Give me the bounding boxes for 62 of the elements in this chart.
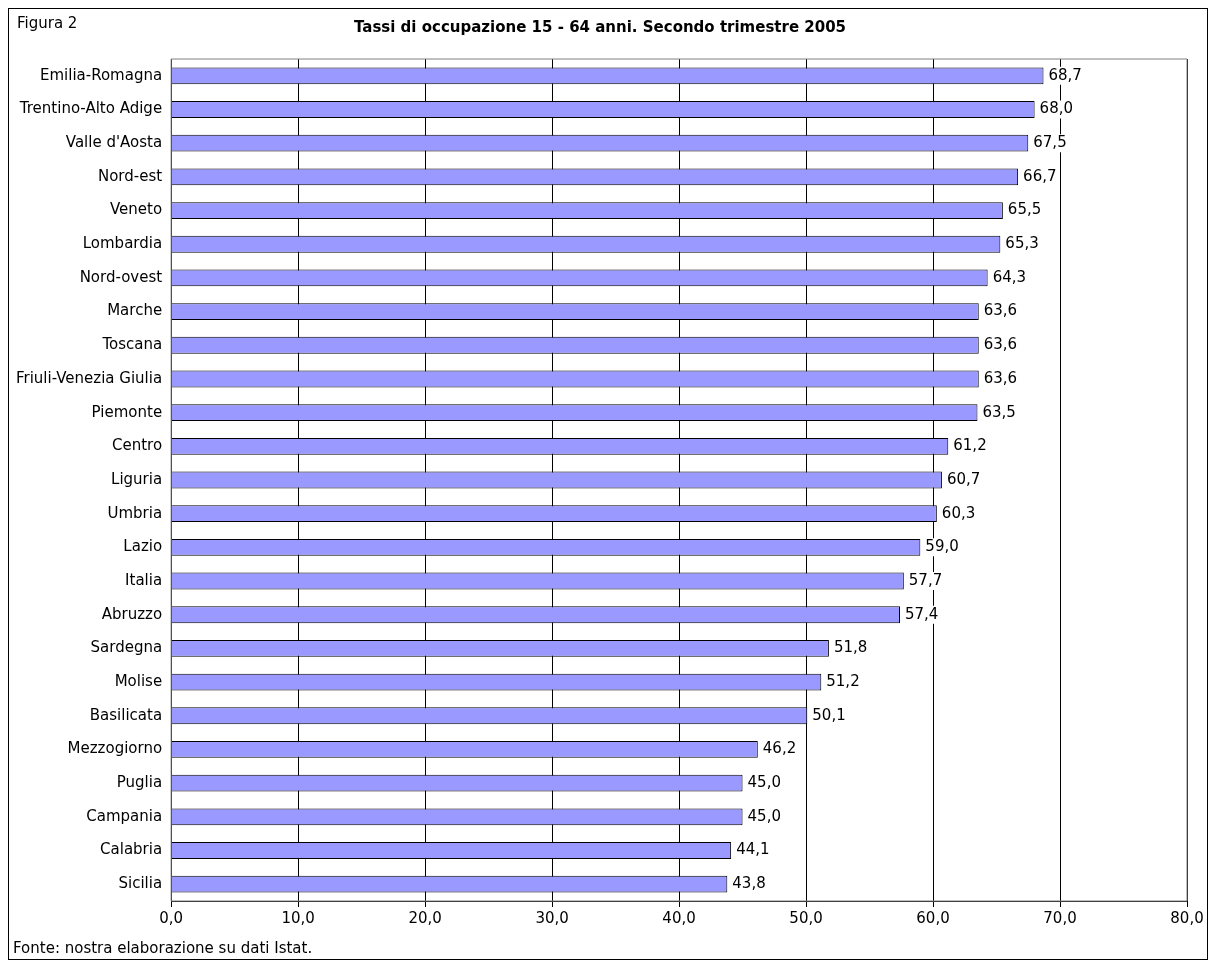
y-tick-label: Umbria (107, 503, 163, 522)
data-label: 50,1 (812, 705, 846, 724)
y-tick-label: Liguria (111, 469, 163, 488)
data-label: 45,0 (747, 773, 781, 792)
data-label: 63,6 (983, 301, 1018, 320)
y-tick-label: Veneto (110, 200, 163, 219)
data-label: 61,2 (953, 436, 987, 455)
y-tick-label: Campania (86, 806, 163, 825)
data-label: 68,7 (1048, 65, 1082, 84)
data-label: 44,1 (736, 840, 770, 859)
data-label: 45,0 (747, 806, 781, 825)
y-tick-label: Puglia (116, 773, 163, 792)
data-label: 63,5 (982, 402, 1016, 421)
data-label: 43,8 (732, 874, 766, 893)
y-tick-label: Sicilia (118, 874, 163, 893)
data-label: 66,7 (1023, 166, 1057, 185)
data-label: 67,5 (1033, 133, 1067, 152)
data-label: 59,0 (925, 537, 959, 556)
y-tick-label: Centro (112, 436, 163, 455)
data-label: 63,6 (983, 335, 1018, 354)
y-tick-label: Nord-est (97, 166, 163, 185)
y-tick-label: Nord-ovest (79, 267, 163, 286)
y-tick-label: Emilia-Romagna (39, 65, 163, 84)
data-label: 64,3 (992, 267, 1027, 286)
x-tick-label: 70,0 (1043, 908, 1077, 927)
text: Figura 2 (17, 14, 78, 33)
y-tick-label: Sardegna (90, 638, 163, 657)
data-label: 68,0 (1039, 99, 1074, 118)
data-label: 65,5 (1007, 200, 1042, 219)
y-tick-label: Basilicata (89, 705, 163, 724)
chart-title: Tassi di occupazione 15 - 64 anni. Secondo trimestre 2005 (353, 17, 847, 36)
y-tick-label: Mezzogiorno (67, 739, 163, 758)
y-tick-label: Lombardia (82, 234, 163, 253)
source-note: Fonte: nostra elaborazione su dati Istat. (13, 939, 313, 958)
y-tick-label: Marche (107, 301, 163, 320)
y-tick-label: Friuli-Venezia Giulia (15, 368, 163, 387)
data-label: 46,2 (762, 739, 797, 758)
y-tick-label: Abruzzo (101, 604, 163, 623)
y-tick-label: Calabria (100, 840, 163, 859)
data-label: 60,7 (946, 469, 981, 488)
data-label: 60,3 (941, 503, 976, 522)
data-label: 65,3 (1005, 234, 1039, 253)
y-tick-label: Piemonte (91, 402, 163, 421)
data-label: 57,4 (905, 604, 939, 623)
y-tick-label: Toscana (101, 335, 163, 354)
y-tick-label: Molise (114, 671, 163, 690)
x-tick-label: 50,0 (789, 908, 823, 927)
x-tick-label: 80,0 (1170, 908, 1204, 927)
x-tick-label: 60,0 (916, 908, 950, 927)
y-tick-label: Trentino-Alto Adige (18, 99, 163, 118)
data-label: 51,8 (833, 638, 868, 657)
x-tick-label: 30,0 (535, 908, 569, 927)
data-label: 57,7 (908, 570, 943, 589)
x-tick-label: 40,0 (662, 908, 696, 927)
data-label: 51,2 (826, 671, 860, 690)
x-tick-label: 20,0 (408, 908, 442, 927)
y-tick-label: Lazio (123, 537, 163, 556)
y-tick-label: Italia (125, 570, 163, 589)
data-label: 63,6 (983, 368, 1018, 387)
x-tick-label: 10,0 (281, 908, 315, 927)
y-tick-label: Valle d'Aosta (65, 133, 163, 152)
x-tick-label: 0,0 (159, 908, 184, 927)
